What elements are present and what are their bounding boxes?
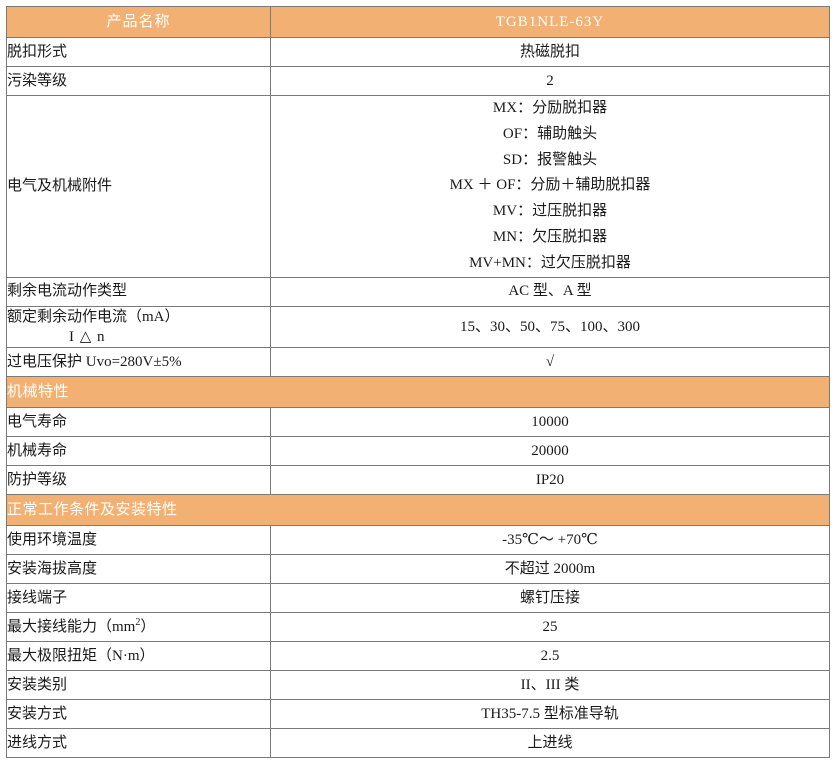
- row-label: 污染等级: [6, 66, 271, 96]
- row-label: 脱扣形式: [6, 37, 271, 67]
- row-label-suffix: ）: [140, 618, 156, 635]
- row-label-text: 额定剩余动作电流（mA）: [7, 308, 180, 325]
- table-row-pollution-degree: 污染等级 2: [6, 66, 830, 96]
- row-value: 2.5: [270, 641, 830, 672]
- accessory-line: MN：欠压脱扣器: [492, 228, 608, 245]
- row-value: 2: [270, 66, 830, 96]
- table-row-accessories: 电气及机械附件 MX：分励脱扣器 OF：辅助触头 SD：报警触头 MX ＋ OF…: [6, 95, 830, 278]
- row-label: 进线方式: [6, 728, 271, 759]
- section-title: 正常工作条件及安装特性: [6, 494, 830, 527]
- table-row-terminal: 接线端子 螺钉压接: [6, 583, 830, 614]
- section-title: 机械特性: [6, 376, 830, 409]
- row-value: 上进线: [270, 728, 830, 759]
- row-value: 不超过 2000m: [270, 554, 830, 585]
- table-row-altitude: 安装海拔高度 不超过 2000m: [6, 554, 830, 585]
- row-value: 25: [270, 612, 830, 643]
- table-row-ambient-temperature: 使用环境温度 -35℃～ +70℃: [6, 525, 830, 556]
- row-label: 安装类别: [6, 670, 271, 701]
- row-label: 最大接线能力（mm2）: [6, 612, 271, 643]
- row-label: 安装海拔高度: [6, 554, 271, 585]
- table-row-mechanical-life: 机械寿命 20000: [6, 436, 830, 467]
- section-header-operating-conditions: 正常工作条件及安装特性: [6, 494, 830, 527]
- section-header-mechanical: 机械特性: [6, 376, 830, 409]
- table-row-installation-category: 安装类别 II、III 类: [6, 670, 830, 701]
- row-value: 螺钉压接: [270, 583, 830, 614]
- accessories-label: 电气及机械附件: [6, 95, 271, 278]
- row-label: 最大极限扭矩（N·m）: [6, 641, 271, 672]
- table-row-overvoltage-protection: 过电压保护 Uvo=280V±5% √: [6, 347, 830, 378]
- table-row-max-wire-capacity: 最大接线能力（mm2） 25: [6, 612, 830, 643]
- accessory-line: MX：分励脱扣器: [492, 100, 608, 116]
- table-header-row: 产品名称 TGB1NLE-63Y: [6, 6, 830, 38]
- row-label: 额定剩余动作电流（mA） I △ n: [6, 305, 271, 349]
- accessory-line: MV：过压脱扣器: [492, 203, 608, 220]
- row-value: TH35-7.5 型标准导轨: [270, 699, 830, 730]
- accessories-value: MX：分励脱扣器 OF：辅助触头 SD：报警触头 MX ＋ OF：分励＋辅助脱扣…: [270, 95, 830, 278]
- row-value: 15、30、50、75、100、300: [270, 305, 830, 349]
- accessory-line: MX ＋ OF：分励＋辅助脱扣器: [449, 177, 651, 194]
- row-value: 10000: [270, 407, 830, 438]
- accessory-line: MV+MN：过欠压脱扣器: [469, 254, 631, 271]
- row-value: II、III 类: [270, 670, 830, 701]
- table-row-rated-residual-current: 额定剩余动作电流（mA） I △ n 15、30、50、75、100、300: [6, 305, 830, 349]
- row-label: 剩余电流动作类型: [6, 276, 271, 307]
- header-label-cell: 产品名称: [6, 6, 271, 38]
- row-label: 使用环境温度: [6, 525, 271, 556]
- row-label-prefix: 最大接线能力（mm: [7, 618, 136, 635]
- row-label: 安装方式: [6, 699, 271, 730]
- row-label: 机械寿命: [6, 436, 271, 467]
- row-label: 防护等级: [6, 465, 271, 496]
- table-row-residual-current-type: 剩余电流动作类型 AC 型、A 型: [6, 276, 830, 307]
- table-row-protection-degree: 防护等级 IP20: [6, 465, 830, 496]
- accessory-line: SD：报警触头: [502, 151, 598, 168]
- row-label: 接线端子: [6, 583, 271, 614]
- header-model-cell: TGB1NLE-63Y: [270, 6, 830, 38]
- table-row-trip-type: 脱扣形式 热磁脱扣: [6, 37, 830, 67]
- row-value: AC 型、A 型: [270, 276, 830, 307]
- row-value: IP20: [270, 465, 830, 496]
- row-label: 过电压保护 Uvo=280V±5%: [6, 347, 271, 378]
- product-specification-table: 产品名称 TGB1NLE-63Y 脱扣形式 热磁脱扣 污染等级 2 电气及机械附…: [6, 6, 830, 759]
- row-value: 20000: [270, 436, 830, 467]
- table-row-incoming-line: 进线方式 上进线: [6, 728, 830, 759]
- row-value: √: [270, 347, 830, 378]
- row-label-superscript: 2: [135, 616, 141, 628]
- row-value: 热磁脱扣: [270, 37, 830, 67]
- accessory-line: OF：辅助触头: [502, 125, 598, 142]
- table-row-max-torque: 最大极限扭矩（N·m） 2.5: [6, 641, 830, 672]
- row-value: -35℃～ +70℃: [270, 525, 830, 556]
- table-row-electrical-life: 电气寿命 10000: [6, 407, 830, 438]
- row-label-symbol: I △ n: [69, 328, 106, 345]
- row-label: 电气寿命: [6, 407, 271, 438]
- table-row-installation-method: 安装方式 TH35-7.5 型标准导轨: [6, 699, 830, 730]
